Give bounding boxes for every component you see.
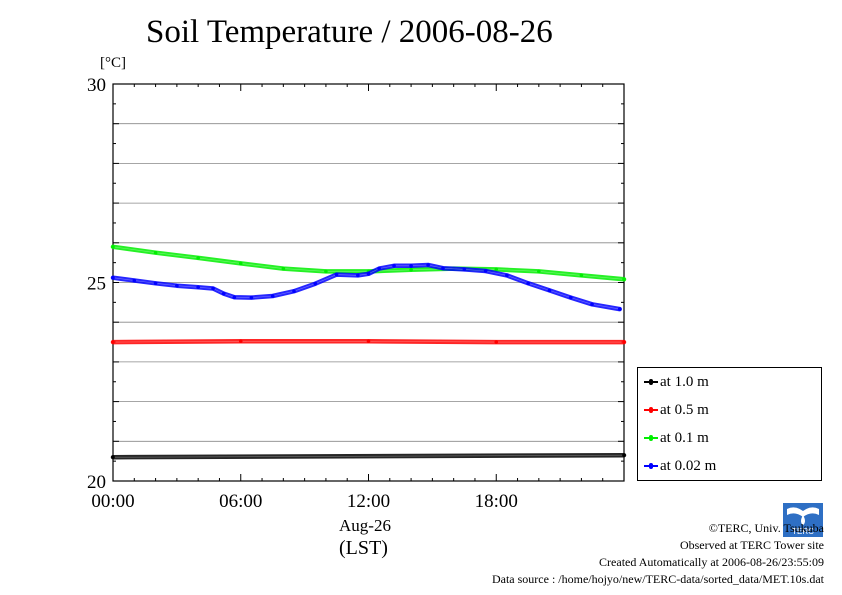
series-point-2 xyxy=(579,273,584,278)
series-point-3 xyxy=(270,294,275,298)
series-point-3 xyxy=(366,271,371,276)
series-point-3 xyxy=(526,281,530,286)
series-point-1 xyxy=(238,339,243,344)
footer: ©TERC, Univ. Tsukuba Observed at TERC To… xyxy=(492,520,824,588)
y-tick-label: 25 xyxy=(87,274,106,295)
series-line-highlight-0 xyxy=(112,454,625,458)
series-point-3 xyxy=(292,289,296,294)
series-point-2 xyxy=(111,244,115,249)
series-point-2 xyxy=(281,266,286,271)
y-axis-unit: [°C] xyxy=(100,55,126,71)
series-point-3 xyxy=(249,295,254,300)
series-line-highlight-3 xyxy=(112,264,620,310)
x-tick-label: 06:00 xyxy=(219,491,262,512)
legend-label-1m: at 1.0 m xyxy=(660,373,709,390)
series-point-2 xyxy=(324,269,328,274)
series-point-3 xyxy=(334,272,339,277)
series-point-0 xyxy=(111,455,115,459)
series-point-3 xyxy=(111,275,115,280)
series-line-0 xyxy=(110,452,627,460)
series-point-3 xyxy=(617,307,622,311)
logo-wave-icon xyxy=(787,507,819,517)
series-point-3 xyxy=(409,264,413,268)
series-point-3 xyxy=(313,281,318,286)
x-tick-label: 00:00 xyxy=(91,491,134,512)
series-point-3 xyxy=(547,288,552,293)
legend-swatch-0-02m xyxy=(644,463,658,469)
series-point-3 xyxy=(590,302,594,307)
x-tick-label: 12:00 xyxy=(347,491,390,512)
series-point-3 xyxy=(211,286,215,291)
series-point-2 xyxy=(494,267,499,272)
legend-label-0-02m: at 0.02 m xyxy=(660,457,717,474)
footer-observed: Observed at TERC Tower site xyxy=(679,538,824,552)
series-point-3 xyxy=(505,273,509,278)
legend-swatch-0-5m xyxy=(644,407,658,413)
series-point-3 xyxy=(377,266,381,271)
series-point-3 xyxy=(392,264,396,268)
footer-created: Created Automatically at 2006-08-26/23:5… xyxy=(599,555,824,569)
chart-title: Soil Temperature / 2006-08-26 xyxy=(146,14,553,50)
series-point-1 xyxy=(622,340,626,344)
y-tick-label: 30 xyxy=(87,75,106,96)
series-point-3 xyxy=(153,281,158,286)
series-point-3 xyxy=(462,267,467,272)
series-point-3 xyxy=(356,273,360,278)
legend-item-1m: at 1.0 m xyxy=(644,372,709,392)
series-point-3 xyxy=(441,266,445,271)
logo-text: TERC xyxy=(792,527,814,536)
legend-swatch-0-1m xyxy=(644,435,658,441)
series-point-2 xyxy=(153,250,158,255)
x-tick-label: 18:00 xyxy=(475,491,518,512)
x-axis-unit-label: (LST) xyxy=(339,537,388,559)
series-point-0 xyxy=(622,453,626,457)
legend-item-0-02m: at 0.02 m xyxy=(644,456,716,476)
series-point-2 xyxy=(196,256,200,260)
series-point-3 xyxy=(196,285,200,290)
legend-swatch-1m xyxy=(644,379,658,385)
series-point-3 xyxy=(483,269,488,273)
series-line-3 xyxy=(110,262,622,312)
x-axis-date-label: Aug-26 xyxy=(339,516,391,535)
legend-label-0-1m: at 0.1 m xyxy=(660,429,709,446)
series-point-3 xyxy=(232,295,237,299)
series-point-2 xyxy=(238,261,243,266)
series-point-3 xyxy=(132,278,137,283)
legend-label-0-5m: at 0.5 m xyxy=(660,401,709,418)
series-point-2 xyxy=(537,269,541,274)
footer-copyright: ©TERC, Univ. Tsukuba xyxy=(708,521,824,535)
series-point-1 xyxy=(111,340,115,344)
legend-item-0-1m: at 0.1 m xyxy=(644,428,709,448)
series-point-2 xyxy=(409,267,413,272)
series-point-2 xyxy=(622,277,626,282)
legend-item-0-5m: at 0.5 m xyxy=(644,400,709,420)
series-point-3 xyxy=(426,263,430,267)
series-point-3 xyxy=(221,291,226,296)
series-point-1 xyxy=(494,340,499,344)
legend: at 1.0 m at 0.5 m at 0.1 m at 0.02 m xyxy=(637,367,822,481)
y-tick-label: 20 xyxy=(87,472,106,493)
series-point-3 xyxy=(568,295,573,300)
series-point-3 xyxy=(175,283,179,288)
terc-logo: TERC xyxy=(783,503,823,537)
series-point-1 xyxy=(366,339,371,344)
logo-drop-icon xyxy=(801,515,805,525)
plot-frame xyxy=(112,83,625,482)
footer-source: Data source : /home/hojyo/new/TERC-data/… xyxy=(491,572,824,586)
